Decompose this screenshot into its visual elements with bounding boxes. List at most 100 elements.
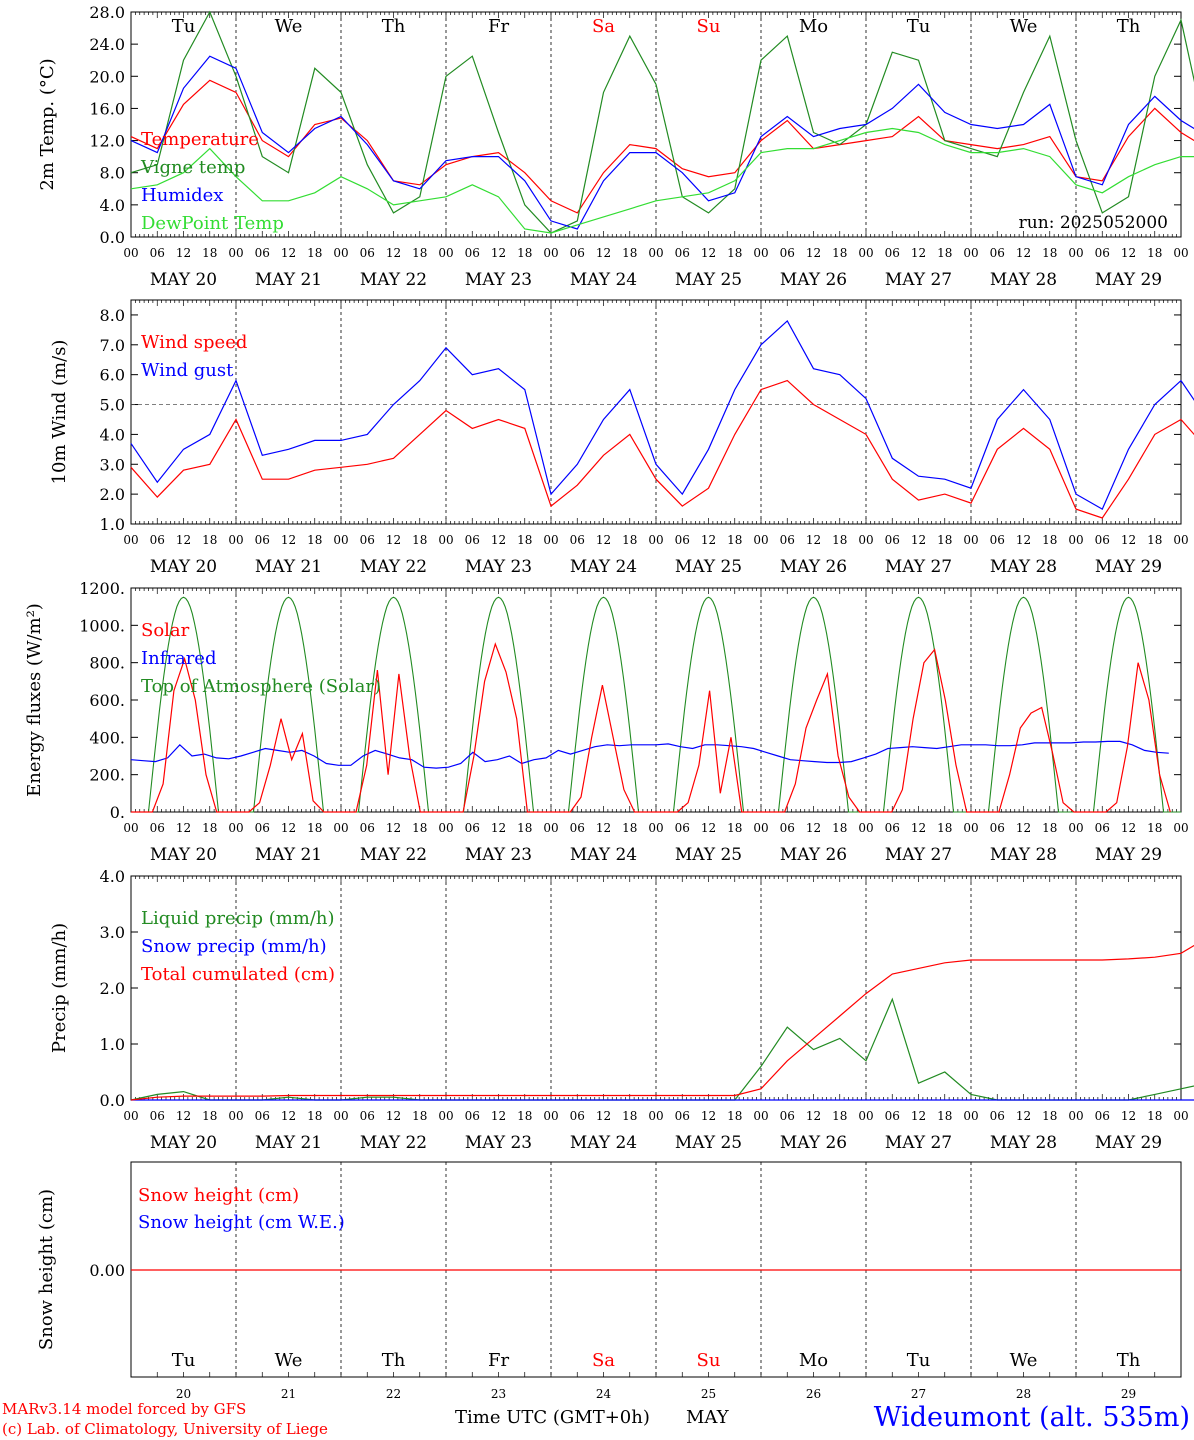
line-solar <box>131 642 1171 813</box>
hour-tick-label: 18 <box>1147 246 1162 260</box>
hour-tick-label: 06 <box>1095 246 1110 260</box>
legend-total-cumulated-cm-: Total cumulated (cm) <box>141 964 335 985</box>
y-tick-label: 4.0 <box>100 196 125 215</box>
hour-tick-label: 12 <box>806 246 821 260</box>
hour-tick-label: 06 <box>150 533 165 547</box>
lab-credit: (c) Lab. of Climatology, University of L… <box>2 1420 328 1438</box>
hour-tick-label: 06 <box>150 246 165 260</box>
date-label: MAY 24 <box>570 557 637 577</box>
hour-tick-label: 06 <box>990 1109 1005 1123</box>
hour-tick-label: 18 <box>412 821 427 835</box>
day-abbr: Th <box>1117 16 1141 37</box>
panel-energy: 00 06 12 18 00 06 12 18 00 06 12 18 00 06 12 18 00 06 12 18… <box>24 579 1189 865</box>
y-tick-label: 1000. <box>79 616 125 635</box>
hour-tick-label: 00 <box>333 246 348 260</box>
hour-tick-label: 06 <box>465 533 480 547</box>
day-abbr: Fr <box>488 16 509 37</box>
line-dewpoint-temp <box>130 127 1194 234</box>
day-abbr: Th <box>1117 1350 1141 1371</box>
date-label: MAY 21 <box>255 557 322 577</box>
day-number: 29 <box>1121 1387 1136 1401</box>
hour-tick-label: 00 <box>123 1109 138 1123</box>
hour-tick-label: 06 <box>780 533 795 547</box>
legend-wind-gust: Wind gust <box>141 360 234 381</box>
hour-tick-label: 12 <box>1121 1109 1136 1123</box>
hour-tick-label: 18 <box>727 821 742 835</box>
hour-tick-label: 18 <box>412 1109 427 1123</box>
day-abbr: Su <box>697 16 721 37</box>
y-axis-label: Precip (mm/h) <box>49 923 70 1053</box>
hour-tick-label: 12 <box>176 246 191 260</box>
hour-tick-label: 00 <box>438 1109 453 1123</box>
date-label: MAY 24 <box>570 270 637 290</box>
date-label: MAY 28 <box>990 1133 1057 1153</box>
day-abbr: We <box>275 1350 303 1371</box>
hour-tick-label: 00 <box>543 246 558 260</box>
hour-tick-label: 06 <box>570 533 585 547</box>
hour-tick-label: 00 <box>1173 1109 1188 1123</box>
date-label: MAY 20 <box>150 557 217 577</box>
y-tick-label: 5.0 <box>100 396 125 415</box>
hour-tick-label: 06 <box>360 1109 375 1123</box>
hour-tick-label: 18 <box>1147 1109 1162 1123</box>
run-annotation: run: 2025052000 <box>1019 213 1168 233</box>
hour-tick-label: 12 <box>1016 246 1031 260</box>
hour-tick-label: 18 <box>202 246 217 260</box>
hour-tick-label: 18 <box>937 1109 952 1123</box>
y-tick-label: 0.00 <box>89 1261 125 1280</box>
hour-tick-label: 12 <box>596 821 611 835</box>
hour-tick-label: 06 <box>255 533 270 547</box>
hour-tick-label: 18 <box>1042 533 1057 547</box>
hour-tick-label: 00 <box>123 821 138 835</box>
y-tick-label: 3.0 <box>100 455 125 474</box>
hour-tick-label: 00 <box>543 533 558 547</box>
hour-tick-label: 18 <box>727 1109 742 1123</box>
hour-tick-label: 12 <box>281 821 296 835</box>
hour-tick-label: 12 <box>1121 821 1136 835</box>
hour-tick-label: 12 <box>281 1109 296 1123</box>
hour-tick-label: 00 <box>648 821 663 835</box>
hour-tick-label: 00 <box>963 246 978 260</box>
hour-tick-label: 18 <box>517 821 532 835</box>
date-label: MAY 25 <box>675 1133 742 1153</box>
date-label: MAY 22 <box>360 557 427 577</box>
hour-tick-label: 12 <box>701 821 716 835</box>
hour-tick-label: 18 <box>622 246 637 260</box>
panel-temp: 00 06 12 18 00 06 12 18 00 06 12 18 00 06 12 18 00 06 12 18… <box>37 3 1194 290</box>
hour-tick-label: 18 <box>1042 246 1057 260</box>
hour-tick-label: 00 <box>753 821 768 835</box>
day-number: 21 <box>281 1387 296 1401</box>
hour-tick-label: 00 <box>648 246 663 260</box>
day-abbr: We <box>1010 1350 1038 1371</box>
date-label: MAY 20 <box>150 1133 217 1153</box>
hour-tick-label: 06 <box>675 533 690 547</box>
day-abbr: We <box>275 16 303 37</box>
hour-tick-label: 06 <box>360 246 375 260</box>
hour-tick-label: 18 <box>307 246 322 260</box>
line-temperature <box>130 79 1194 214</box>
model-credit: MARv3.14 model forced by GFS <box>2 1400 246 1418</box>
hour-tick-label: 00 <box>1068 533 1083 547</box>
station-name: Wideumont (alt. 535m) <box>874 1402 1190 1433</box>
plot-frame <box>130 587 1182 813</box>
hour-tick-label: 06 <box>1095 821 1110 835</box>
hour-tick-label: 12 <box>806 1109 821 1123</box>
hour-tick-label: 00 <box>228 246 243 260</box>
month-label: MAY <box>686 1407 730 1428</box>
date-label: MAY 25 <box>675 845 742 865</box>
hour-tick-label: 00 <box>648 533 663 547</box>
line-liquid-precip-mm-h- <box>130 997 1194 1101</box>
y-tick-label: 0.0 <box>100 1091 125 1110</box>
legend-wind-speed: Wind speed <box>141 332 247 353</box>
day-abbr: Sa <box>592 16 615 37</box>
hour-tick-label: 18 <box>832 821 847 835</box>
date-label: MAY 29 <box>1095 845 1162 865</box>
date-label: MAY 24 <box>570 845 637 865</box>
hour-tick-label: 00 <box>858 1109 873 1123</box>
date-label: MAY 25 <box>675 270 742 290</box>
y-axis-label: 2m Temp. (°C) <box>37 58 58 190</box>
hour-tick-label: 00 <box>333 533 348 547</box>
date-label: MAY 22 <box>360 270 427 290</box>
hour-tick-label: 12 <box>281 246 296 260</box>
day-number: 25 <box>701 1387 716 1401</box>
